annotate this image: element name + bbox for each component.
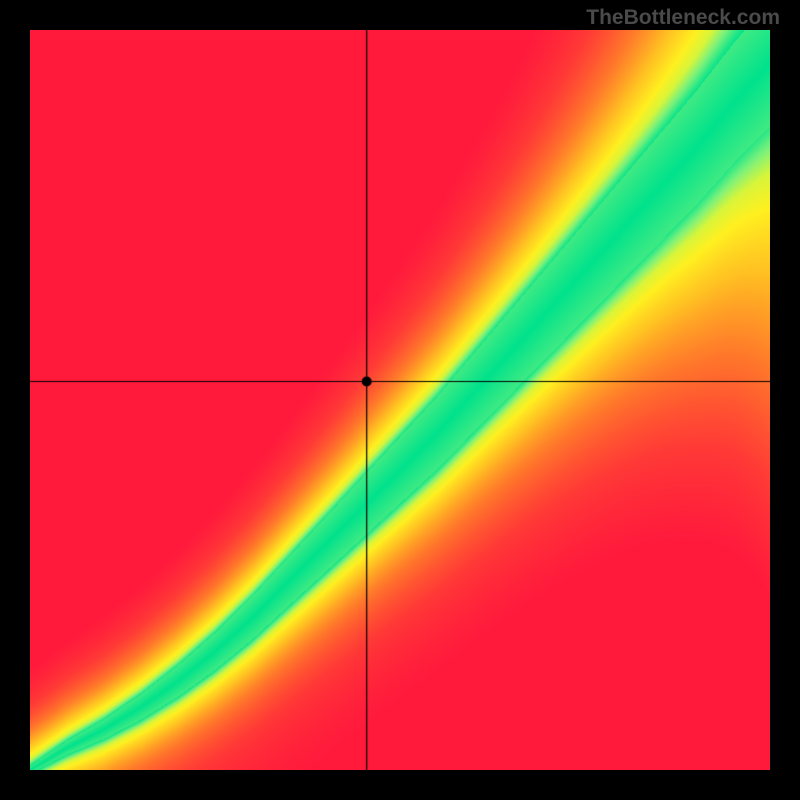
- bottleneck-heatmap: [30, 30, 770, 770]
- watermark-text: TheBottleneck.com: [586, 6, 780, 30]
